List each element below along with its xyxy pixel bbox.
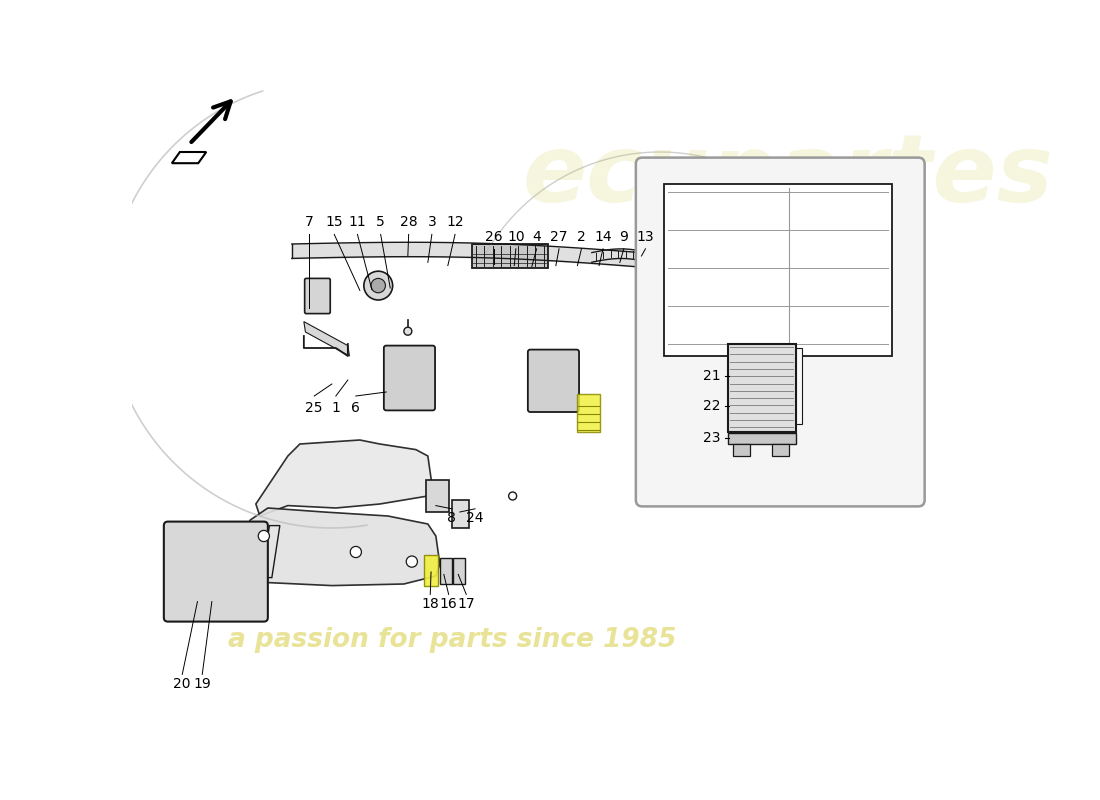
- Text: a passion for parts since 1985: a passion for parts since 1985: [228, 627, 676, 653]
- FancyBboxPatch shape: [426, 480, 449, 512]
- Text: 6: 6: [351, 401, 361, 415]
- FancyBboxPatch shape: [384, 346, 434, 410]
- Text: 13: 13: [637, 230, 654, 244]
- Polygon shape: [172, 152, 206, 163]
- Text: 11: 11: [349, 215, 366, 230]
- FancyBboxPatch shape: [424, 555, 438, 586]
- Text: 2: 2: [578, 230, 586, 244]
- Text: 4: 4: [532, 230, 541, 244]
- FancyBboxPatch shape: [164, 522, 267, 622]
- Text: 7: 7: [305, 215, 314, 230]
- FancyBboxPatch shape: [578, 394, 600, 432]
- FancyBboxPatch shape: [528, 350, 579, 412]
- Text: 10: 10: [507, 230, 525, 244]
- FancyBboxPatch shape: [733, 444, 750, 456]
- Circle shape: [404, 327, 411, 335]
- Text: 23: 23: [703, 431, 720, 446]
- FancyBboxPatch shape: [772, 444, 790, 456]
- FancyBboxPatch shape: [663, 184, 892, 356]
- Text: ecupartes: ecupartes: [522, 130, 1054, 222]
- FancyBboxPatch shape: [728, 433, 795, 444]
- Circle shape: [406, 556, 417, 567]
- Text: 16: 16: [440, 597, 458, 611]
- Circle shape: [350, 546, 362, 558]
- Text: 12: 12: [447, 215, 464, 230]
- Polygon shape: [304, 322, 350, 356]
- Circle shape: [371, 278, 385, 293]
- FancyBboxPatch shape: [795, 348, 802, 424]
- Text: 14: 14: [594, 230, 612, 244]
- Text: 28: 28: [399, 215, 418, 230]
- FancyBboxPatch shape: [452, 500, 470, 528]
- Circle shape: [508, 492, 517, 500]
- FancyBboxPatch shape: [305, 278, 330, 314]
- FancyBboxPatch shape: [636, 158, 925, 506]
- Text: 15: 15: [326, 215, 343, 230]
- FancyBboxPatch shape: [453, 558, 465, 584]
- Text: 25: 25: [306, 401, 323, 415]
- Text: 18: 18: [421, 597, 439, 611]
- Text: 1985: 1985: [714, 230, 861, 282]
- Text: 26: 26: [485, 230, 503, 244]
- Text: 20: 20: [174, 677, 191, 691]
- Text: 8: 8: [448, 511, 456, 526]
- Text: 9: 9: [619, 230, 628, 244]
- FancyBboxPatch shape: [472, 244, 548, 268]
- Polygon shape: [232, 508, 440, 586]
- Polygon shape: [256, 440, 432, 516]
- Text: 17: 17: [458, 597, 475, 611]
- Text: 1: 1: [331, 401, 340, 415]
- FancyBboxPatch shape: [728, 344, 795, 432]
- Text: 3: 3: [428, 215, 437, 230]
- Text: 19: 19: [194, 677, 211, 691]
- Text: 22: 22: [703, 399, 720, 414]
- Text: 24: 24: [466, 511, 484, 526]
- Circle shape: [364, 271, 393, 300]
- FancyBboxPatch shape: [440, 558, 452, 584]
- Text: 27: 27: [550, 230, 568, 244]
- Text: 21: 21: [703, 369, 720, 383]
- Polygon shape: [262, 526, 279, 578]
- Circle shape: [258, 530, 270, 542]
- Text: 5: 5: [376, 215, 385, 230]
